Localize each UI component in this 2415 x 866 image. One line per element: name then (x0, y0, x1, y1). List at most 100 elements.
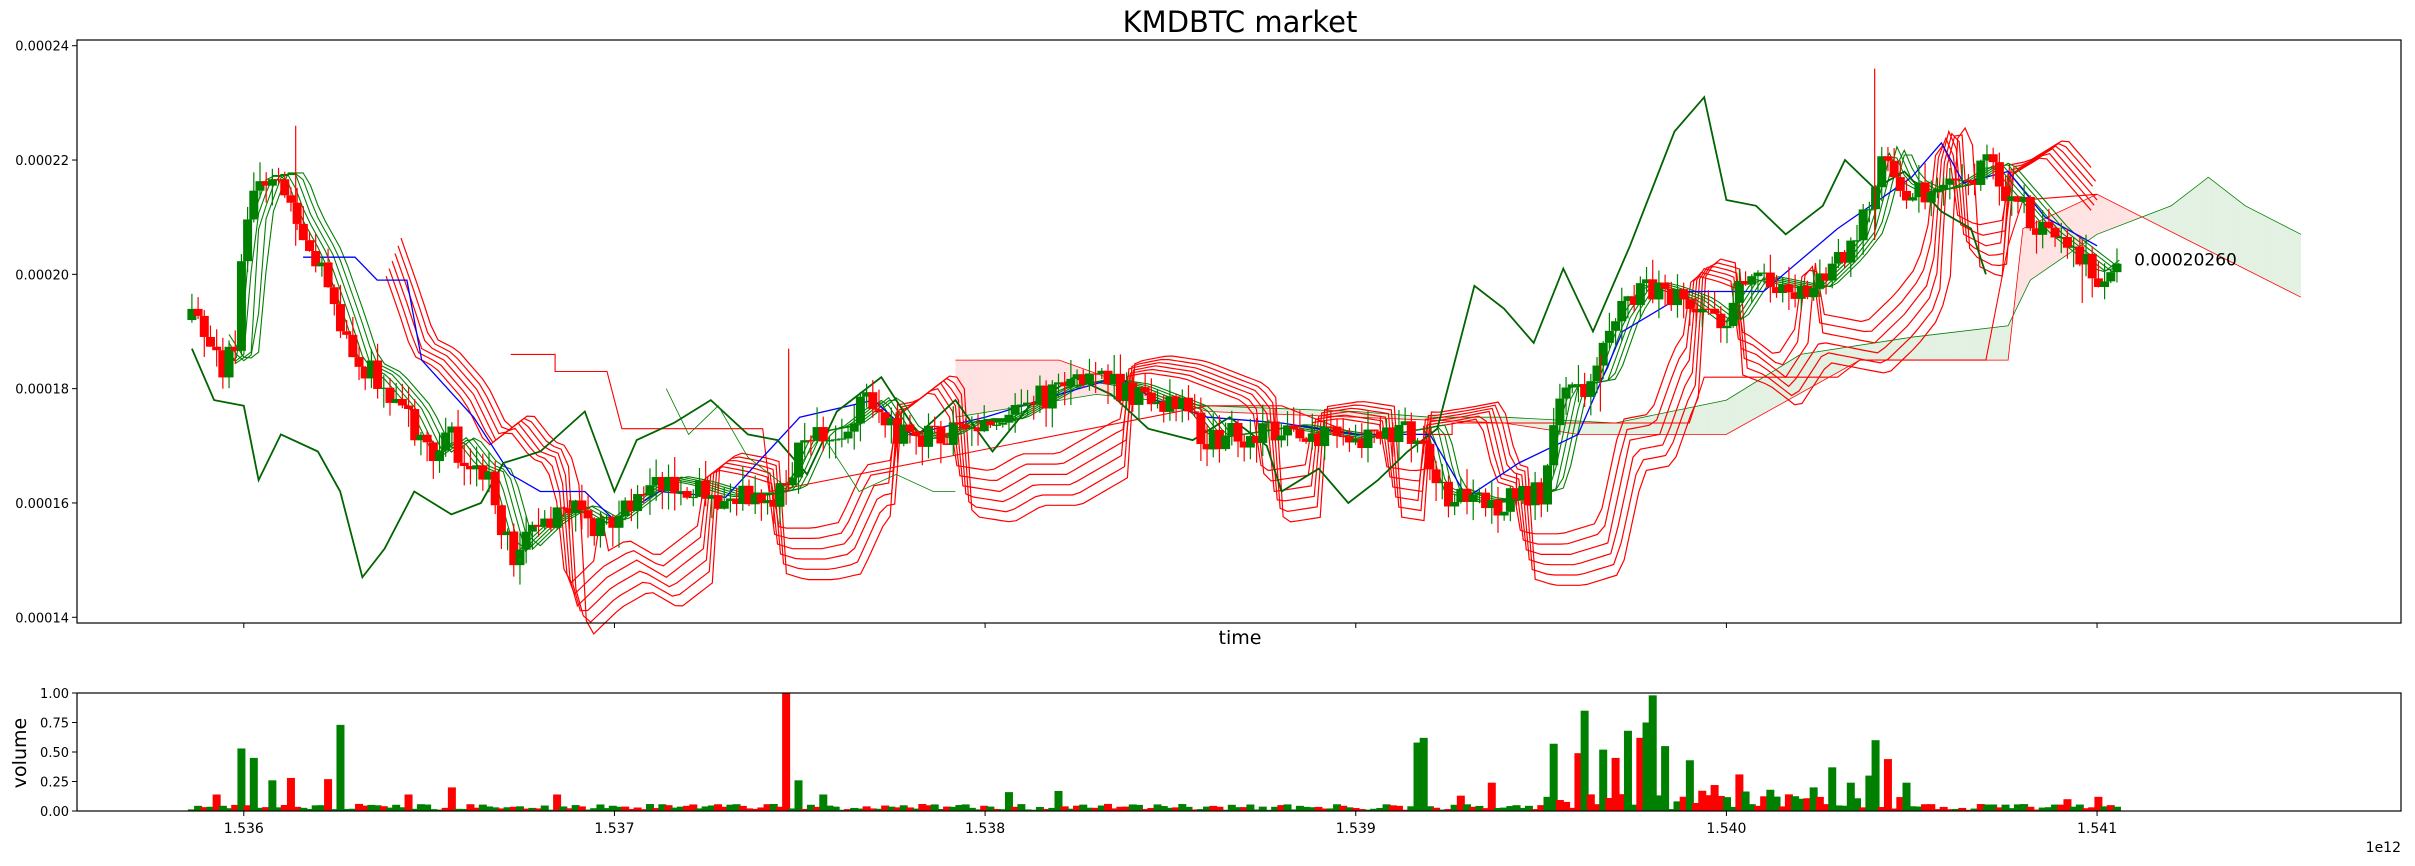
volume-bar (200, 807, 209, 811)
volume-bar (800, 808, 809, 811)
red-moving-average (397, 134, 2097, 623)
candle-body (1128, 382, 1138, 405)
candle-body (1493, 499, 1503, 516)
volume-bar (255, 807, 264, 811)
volume-bar (1320, 808, 1329, 811)
volume-bar (1500, 807, 1509, 811)
candle-body (1598, 342, 1608, 366)
candle-body (1809, 287, 1819, 298)
candle-body (750, 494, 760, 505)
candle-body (2106, 272, 2116, 282)
volume-bar (1035, 806, 1044, 811)
volume-bar (540, 805, 549, 811)
ichimoku-cloud-segment (2167, 205, 2172, 232)
volume-bar (831, 806, 840, 811)
ichimoku-cloud-segment (1507, 417, 1512, 425)
candle-body (1109, 373, 1119, 384)
candle-body (1097, 370, 1107, 375)
volume-y-tick-label: 0.75 (40, 717, 69, 732)
ichimoku-cloud-segment (1003, 360, 1008, 410)
ichimoku-cloud-segment (1956, 331, 1960, 361)
volume-bar (757, 807, 766, 811)
candle-body (1041, 385, 1051, 409)
candle-body (1153, 401, 1163, 405)
volume-bar (608, 805, 617, 811)
volume-bar (355, 803, 364, 811)
candle-body (1159, 401, 1169, 412)
candle-body (837, 438, 847, 440)
ichimoku-cloud-segment (1807, 352, 1812, 389)
candle-body (818, 427, 828, 442)
volume-bar (744, 808, 753, 811)
candle-body (552, 507, 562, 528)
candle-body (1091, 373, 1101, 375)
candle-body (1258, 423, 1268, 443)
candle-body (1103, 370, 1113, 384)
candle-body (948, 422, 958, 445)
ichimoku-cloud-segment (1596, 421, 1601, 435)
ichimoku-cloud-segment (1778, 365, 1783, 406)
volume-bar (1190, 809, 1199, 811)
candle-body (236, 261, 246, 351)
candle-body (2075, 246, 2085, 265)
ichimoku-cloud-segment (2082, 199, 2086, 245)
ichimoku-cloud-segment (1722, 400, 1727, 435)
candle-body (1437, 481, 1447, 484)
candle-body (713, 495, 723, 509)
ichimoku-cloud-segment (2197, 182, 2201, 247)
candle-body (1140, 387, 1150, 393)
ichimoku-cloud-segment (1652, 414, 1656, 435)
volume-bar (1586, 794, 1595, 811)
volume-bar (912, 808, 921, 811)
candle-body (1270, 421, 1280, 441)
volume-bar (813, 806, 822, 811)
volume-bar (1685, 760, 1694, 811)
volume-bar (967, 807, 976, 811)
volume-bar (1883, 759, 1892, 811)
ichimoku-cloud-segment (1707, 403, 1712, 435)
ichimoku-cloud-segment (1630, 419, 1634, 435)
candle-body (1926, 192, 1936, 203)
volume-bar (1450, 804, 1459, 811)
ichimoku-cloud-segment (1415, 416, 1419, 420)
volume-bar (1982, 804, 1991, 811)
candle-body (404, 405, 414, 410)
candle-body (1697, 308, 1707, 313)
candle-body (583, 510, 593, 519)
price-y-tick-label: 0.00016 (15, 497, 69, 512)
candle-body (317, 262, 327, 267)
candle-body (1369, 429, 1379, 432)
volume-bar (1314, 806, 1323, 811)
volume-bar (1333, 804, 1342, 811)
ichimoku-cloud-segment (1622, 420, 1627, 435)
ichimoku-cloud-segment (1815, 351, 1820, 385)
ichimoku-cloud-segment (1941, 333, 1946, 361)
candle-body (1208, 429, 1218, 450)
candle-body (1728, 302, 1738, 327)
ichimoku-cloud-segment (1922, 335, 1927, 361)
ichimoku-cloud-segment (2111, 201, 2116, 229)
volume-bar (447, 787, 456, 811)
candle-body (806, 440, 816, 442)
volume-bar (1939, 806, 1948, 811)
volume-bar (1401, 809, 1410, 811)
volume-bar (1661, 746, 1670, 811)
candle-body (781, 483, 791, 486)
red-moving-average (388, 136, 2095, 596)
candle-body (1029, 402, 1039, 405)
candle-body (1988, 154, 1998, 163)
volume-bar (2075, 804, 2084, 811)
volume-bar (1246, 804, 1255, 811)
candle-body (2044, 221, 2054, 228)
volume-bar (596, 804, 605, 811)
volume-bar (874, 808, 883, 811)
ichimoku-cloud-segment (2219, 185, 2224, 258)
candle-body (688, 496, 698, 499)
ichimoku-cloud-segment (2193, 185, 2198, 245)
volume-bar (1042, 809, 1051, 811)
volume-bar (423, 804, 432, 811)
volume-bar (2106, 805, 2115, 811)
volume-bar (472, 807, 481, 811)
candle-body (1413, 440, 1423, 444)
candle-body (868, 392, 878, 410)
